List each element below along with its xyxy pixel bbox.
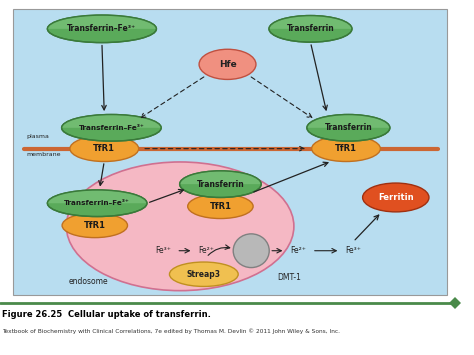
Ellipse shape [188,194,253,219]
Polygon shape [62,115,161,128]
Polygon shape [180,171,261,184]
Ellipse shape [307,114,390,141]
Text: endosome: endosome [69,277,109,286]
Text: Fe²⁺: Fe²⁺ [291,246,307,255]
Text: Fe³⁺: Fe³⁺ [155,246,172,255]
Polygon shape [47,15,156,29]
Text: TfR1: TfR1 [84,221,106,230]
Ellipse shape [311,136,380,162]
Ellipse shape [170,262,238,286]
Circle shape [233,234,269,268]
Text: Fe²⁺: Fe²⁺ [198,246,214,255]
Text: Transferrin: Transferrin [197,180,244,189]
Text: TfR1: TfR1 [93,144,115,153]
Ellipse shape [62,114,161,141]
Ellipse shape [47,15,156,43]
Ellipse shape [66,162,294,291]
Text: Transferrin–Fe³⁺: Transferrin–Fe³⁺ [79,125,144,131]
Ellipse shape [180,171,261,197]
Ellipse shape [269,16,352,42]
Text: Textbook of Biochemistry with Clinical Correlations, 7e edited by Thomas M. Devl: Textbook of Biochemistry with Clinical C… [2,328,340,334]
Text: plasma: plasma [26,134,49,139]
FancyBboxPatch shape [13,9,447,295]
Text: DMT-1: DMT-1 [277,273,301,282]
Text: Transferrin–Fe³⁺: Transferrin–Fe³⁺ [64,200,130,206]
Text: Hfe: Hfe [219,60,237,69]
Text: TfR1: TfR1 [335,144,357,153]
Polygon shape [47,190,147,203]
Ellipse shape [363,183,429,212]
Ellipse shape [199,49,256,80]
Text: Ferritin: Ferritin [378,193,414,202]
Text: membrane: membrane [26,152,61,157]
Polygon shape [269,16,352,29]
Ellipse shape [47,190,147,217]
Text: Streap3: Streap3 [187,270,221,279]
Ellipse shape [62,213,128,237]
Text: Figure 26.25  Cellular uptake of transferrin.: Figure 26.25 Cellular uptake of transfer… [2,310,211,319]
Text: Transferrin: Transferrin [325,123,372,132]
Text: TfR1: TfR1 [210,202,231,211]
Text: Transferrin: Transferrin [287,24,334,33]
Ellipse shape [70,136,138,162]
Text: Transferrin–Fe³⁺: Transferrin–Fe³⁺ [67,24,137,33]
Text: Fe³⁺: Fe³⁺ [345,246,361,255]
Polygon shape [307,115,390,128]
